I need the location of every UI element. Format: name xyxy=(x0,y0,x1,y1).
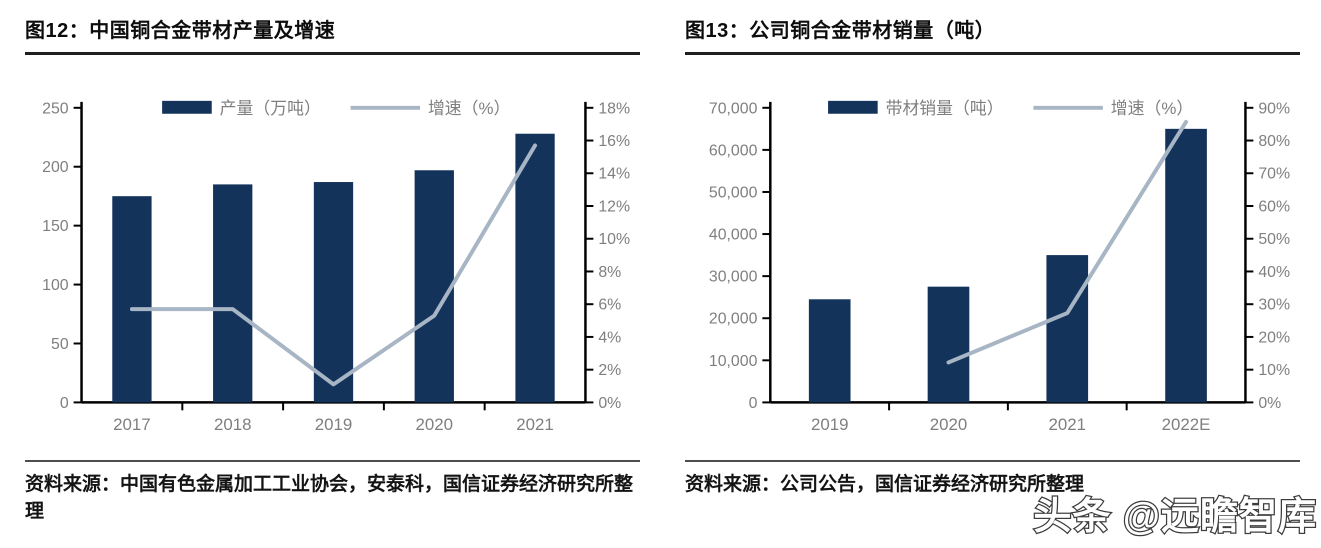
x-axis-label: 2019 xyxy=(315,415,353,434)
growth-line xyxy=(946,119,1189,365)
y-axis-right-label: 18% xyxy=(598,100,630,117)
y-axis-left-label: 0 xyxy=(60,395,69,412)
watermark: 头条 @远瞻智库 xyxy=(1032,495,1317,540)
y-axis-left-label: 30,000 xyxy=(709,269,758,286)
figure-13-title: 图13：公司铜合金带材销量（吨） xyxy=(685,20,996,42)
legend-bar-swatch xyxy=(828,100,878,114)
source-note: 资料来源：中国有色金属加工工业协会，安泰科，国信证券经济研究所整理 xyxy=(25,474,634,522)
title-underline xyxy=(685,52,1300,55)
y-axis-left-label: 50 xyxy=(51,336,69,353)
y-axis-right-label: 6% xyxy=(598,297,621,314)
y-axis-left-label: 150 xyxy=(42,218,69,235)
legend-line-label: 增速（%） xyxy=(1111,99,1193,118)
legend: 带材销量（吨） 增速（%） xyxy=(828,99,1193,118)
y-axis-left-label: 40,000 xyxy=(709,227,758,244)
bar xyxy=(927,286,970,403)
bar xyxy=(1165,128,1207,403)
y-axis-right-label: 40% xyxy=(1258,264,1290,281)
bar xyxy=(112,196,152,403)
y-axis-right-label: 80% xyxy=(1258,133,1290,150)
watermark-text: 头条 @远瞻智库 xyxy=(1033,496,1317,538)
y-axis-right-label: 10% xyxy=(598,231,630,248)
legend: 产量（万吨） 增速（%） xyxy=(162,99,510,118)
y-axis-left-label: 250 xyxy=(42,100,69,117)
x-axis-label: 2021 xyxy=(1049,415,1087,434)
y-axis-left-label: 100 xyxy=(42,277,69,294)
y-axis-left-label: 0 xyxy=(749,395,758,412)
x-axis-label: 2020 xyxy=(416,415,454,434)
y-axis-right-label: 12% xyxy=(598,198,630,215)
y-axis-left-label: 70,000 xyxy=(709,100,758,117)
x-axis-label: 2017 xyxy=(113,415,151,434)
y-axis-right-label: 10% xyxy=(1258,362,1290,379)
x-axis-label: 2021 xyxy=(516,415,554,434)
growth-line xyxy=(129,143,538,387)
y-axis-right-label: 60% xyxy=(1258,198,1290,215)
y-axis-right-label: 90% xyxy=(1258,100,1290,117)
y-axis-right-label: 8% xyxy=(598,264,621,281)
bar xyxy=(313,182,354,403)
y-axis-left-label: 50,000 xyxy=(709,184,758,201)
figure-12-title: 图12：中国铜合金带材产量及增速 xyxy=(25,20,336,42)
figure-13-panel: 图13：公司铜合金带材销量（吨） 0 10,000 20,000 30,000 40,0… xyxy=(685,14,1300,498)
y-axis-left-label: 60,000 xyxy=(709,142,758,159)
legend-bar-label: 带材销量（吨） xyxy=(886,99,1004,118)
y-axis-left-label: 200 xyxy=(42,159,69,176)
y-axis-right-label: 20% xyxy=(1258,329,1290,346)
legend-bar-label: 产量（万吨） xyxy=(220,99,321,118)
bar xyxy=(213,184,253,403)
x-axis-label: 2022E xyxy=(1162,415,1211,434)
source-divider xyxy=(685,460,1300,462)
production-growth-chart: 0 50 100 150 200 250 0% 2% 4% 6% 8% 10% 12% 14% 16% 18%… xyxy=(42,99,630,434)
bar xyxy=(1046,255,1089,403)
x-axis-label: 2018 xyxy=(214,415,252,434)
bar xyxy=(414,170,454,403)
y-axis-left-label: 20,000 xyxy=(709,311,758,328)
title-underline xyxy=(25,52,640,55)
bar xyxy=(515,133,555,403)
y-axis-right-label: 0% xyxy=(598,395,621,412)
y-axis-right-label: 16% xyxy=(598,133,630,150)
y-axis-right-label: 30% xyxy=(1258,297,1290,314)
y-axis-right-label: 14% xyxy=(598,166,630,183)
source-note: 资料来源：公司公告，国信证券经济研究所整理 xyxy=(685,474,1085,495)
bar xyxy=(808,299,851,403)
figure-12-panel: 图12：中国铜合金带材产量及增速 0 50 100 150 200 250 0% 2% 4% 6%… xyxy=(25,14,640,525)
y-axis-left-label: 10,000 xyxy=(709,353,758,370)
y-axis-right-label: 0% xyxy=(1258,395,1281,412)
y-axis-right-label: 70% xyxy=(1258,166,1290,183)
y-axis-right-label: 2% xyxy=(598,362,621,379)
legend-line-label: 增速（%） xyxy=(428,99,510,118)
source-divider xyxy=(25,460,640,462)
x-axis-label: 2019 xyxy=(811,415,849,434)
y-axis-right-label: 4% xyxy=(598,329,621,346)
y-axis-right-label: 50% xyxy=(1258,231,1290,248)
legend-bar-swatch xyxy=(162,100,212,114)
sales-growth-chart: 0 10,000 20,000 30,000 40,000 50,000 60,000 70,… xyxy=(709,99,1290,434)
x-axis-label: 2020 xyxy=(930,415,968,434)
